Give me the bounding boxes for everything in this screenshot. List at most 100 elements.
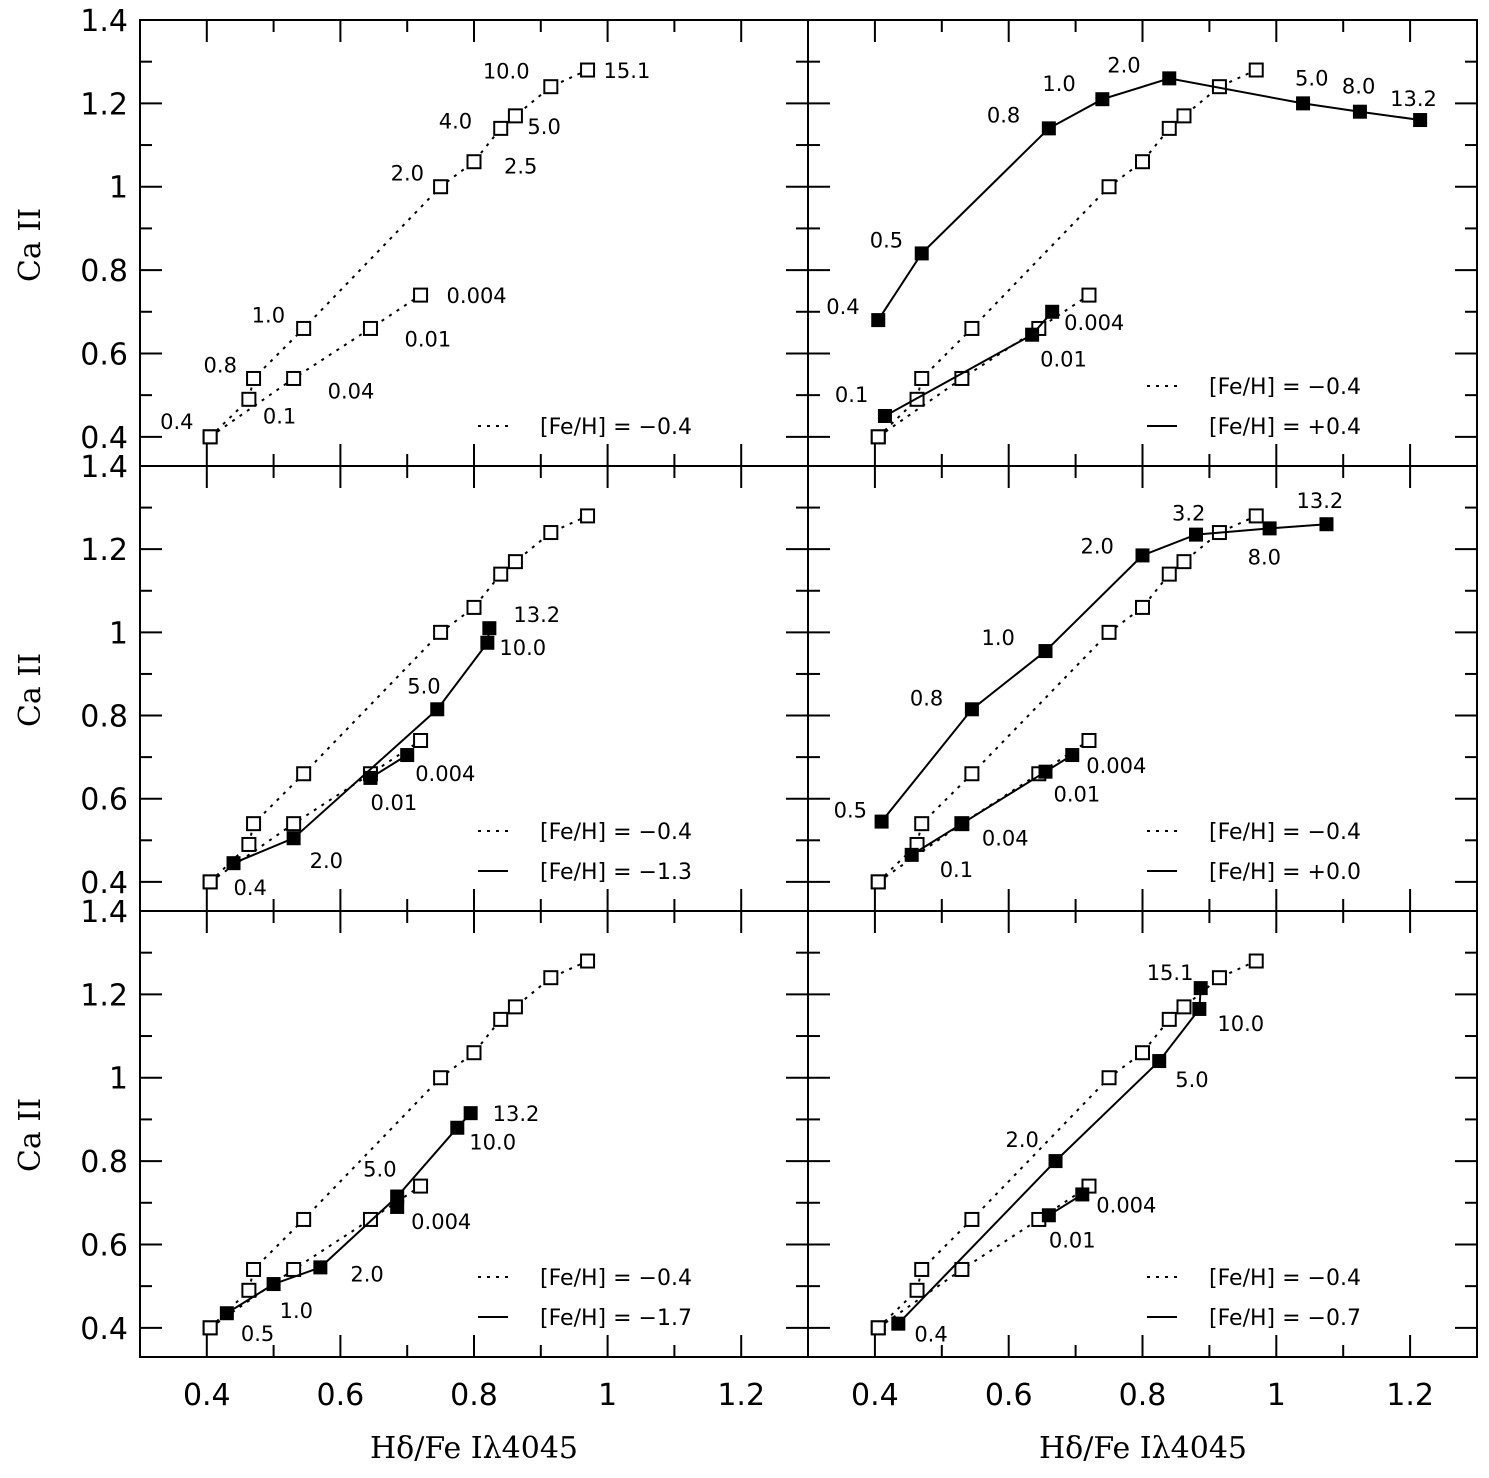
open-square-marker — [909, 1282, 925, 1298]
panel-middle-left: 0.4 0.6 0.8 1 1.2 1.4 0.4 2.0 5.0 10.0 13.2 0.01 0.0… — [80, 450, 809, 912]
point-label: 5.0 — [363, 1158, 396, 1182]
open-square-marker — [964, 320, 980, 336]
open-square-marker — [1081, 732, 1097, 748]
open-square-marker — [493, 1011, 509, 1027]
y-tick-label: 1.4 — [80, 4, 128, 39]
point-label: 2.0 — [391, 162, 424, 186]
panel-middle-right: 0.5 0.8 1.0 2.0 3.2 8.0 13.2 0.1 0.04 0.01 0.004 [F… — [807, 465, 1478, 912]
point-label: 0.01 — [370, 791, 417, 815]
y-tick-label: 0.4 — [80, 866, 128, 901]
open-square-marker — [870, 429, 886, 445]
open-square-marker — [202, 874, 218, 890]
x-tick-label: 1 — [1267, 1378, 1286, 1413]
y-tick-label: 1 — [109, 616, 128, 651]
x-axis-title-right: Hδ/Fe Iλ4045 — [1039, 1431, 1247, 1466]
filled-square-marker — [1192, 1001, 1207, 1016]
filled-square-marker — [1048, 1154, 1063, 1169]
point-label: 0.4 — [914, 1323, 947, 1347]
point-label: 0.004 — [447, 284, 507, 308]
y-tick-label: 0.6 — [80, 783, 128, 818]
filled-square-marker — [1041, 121, 1056, 136]
panel-frame — [139, 465, 809, 912]
open-square-marker — [433, 1070, 449, 1086]
x-tick-label: 1.2 — [717, 1378, 765, 1413]
open-square-marker — [1135, 599, 1150, 615]
filled-square-marker — [1038, 764, 1053, 779]
filled-square-marker — [1045, 304, 1060, 319]
point-label: 0.1 — [263, 404, 296, 428]
open-square-marker — [296, 766, 312, 782]
filled-square-marker — [1262, 521, 1277, 536]
x-tick-label: 0.4 — [851, 1378, 899, 1413]
open-square-marker — [507, 554, 523, 570]
point-label: 0.04 — [982, 827, 1029, 851]
y-tick-label: 0.6 — [80, 337, 128, 372]
y-tick-label: 1 — [109, 171, 128, 206]
panels-group: 0.40.60.811.21.40.4 0.10.81.02.0 2.54.0 5.0… — [80, 4, 1478, 1413]
x-tick-label: 0.6 — [317, 1378, 365, 1413]
point-label: 0.1 — [835, 383, 868, 407]
point-label: 5.0 — [527, 115, 560, 139]
y-tick-label: 1 — [109, 1062, 128, 1097]
point-label: 13.2 — [513, 603, 560, 627]
point-label: 0.01 — [1040, 348, 1087, 372]
open-square-marker — [580, 62, 596, 78]
filled-square-marker — [954, 816, 969, 831]
point-label: 0.4 — [234, 876, 267, 900]
point-label: 2.0 — [350, 1262, 383, 1286]
point-label: 0.4 — [826, 295, 859, 319]
y-tick-label: 0.6 — [80, 1228, 128, 1263]
series-line-dotted — [877, 960, 1257, 1329]
series-line-solid — [911, 754, 1073, 856]
point-label: 5.0 — [407, 674, 440, 698]
filled-square-marker — [964, 702, 979, 717]
filled-square-marker — [463, 1106, 478, 1121]
point-label: 2.0 — [1107, 53, 1140, 77]
x-tick-label: 0.4 — [183, 1378, 231, 1413]
x-tick-label: 0.8 — [1119, 1378, 1167, 1413]
open-square-marker — [954, 1261, 970, 1277]
point-label: 0.004 — [1086, 754, 1146, 778]
open-square-marker — [580, 508, 596, 524]
open-square-marker — [1161, 566, 1177, 582]
open-square-marker — [286, 1261, 302, 1277]
filled-square-marker — [1135, 548, 1150, 563]
legend-label: [Fe/H] = −0.4 — [1209, 1266, 1361, 1291]
point-label: 3.2 — [1172, 502, 1205, 526]
legend-label: [Fe/H] = −0.4 — [1209, 375, 1361, 400]
point-label: 2.0 — [1006, 1128, 1039, 1152]
series-line-solid — [877, 77, 1421, 321]
filled-square-marker — [1075, 1187, 1090, 1202]
filled-square-marker — [1162, 71, 1177, 86]
open-square-marker — [964, 766, 980, 782]
legend-label: [Fe/H] = −0.4 — [540, 1266, 692, 1291]
open-square-marker — [1176, 554, 1192, 570]
y-axis-title-middle: Ca II — [13, 653, 48, 727]
panel-frame — [139, 19, 809, 467]
filled-square-marker — [482, 621, 497, 636]
open-square-marker — [466, 599, 482, 615]
open-square-marker — [1101, 624, 1117, 640]
legend-label: [Fe/H] = +0.0 — [1209, 860, 1361, 885]
point-label: 0.1 — [940, 858, 973, 882]
y-tick-label: 1.4 — [80, 895, 128, 930]
filled-square-marker — [286, 831, 301, 846]
open-square-marker — [202, 1320, 218, 1336]
series-line-dotted — [209, 69, 589, 438]
open-square-marker — [241, 1282, 257, 1298]
x-tick-label: 0.8 — [450, 1378, 498, 1413]
open-square-marker — [580, 953, 596, 969]
point-label: 4.0 — [439, 109, 472, 133]
filled-square-marker — [1065, 748, 1080, 763]
open-square-marker — [507, 108, 523, 124]
open-square-marker — [296, 320, 312, 336]
filled-square-marker — [904, 847, 919, 862]
y-tick-label: 1.2 — [80, 533, 128, 568]
open-square-marker — [1135, 1045, 1150, 1061]
open-square-marker — [1101, 179, 1117, 195]
panel-bottom-left: 0.4 0.6 0.8 1 1.2 1.4 0.4 0.6 0.8 1 1.2 0.51.0 2.0 5.… — [80, 895, 809, 1413]
legend-label: [Fe/H] = +0.4 — [1209, 415, 1361, 440]
legend-label: [Fe/H] = −1.7 — [540, 1306, 692, 1331]
point-label: 1.0 — [981, 626, 1014, 650]
open-square-marker — [241, 836, 257, 852]
